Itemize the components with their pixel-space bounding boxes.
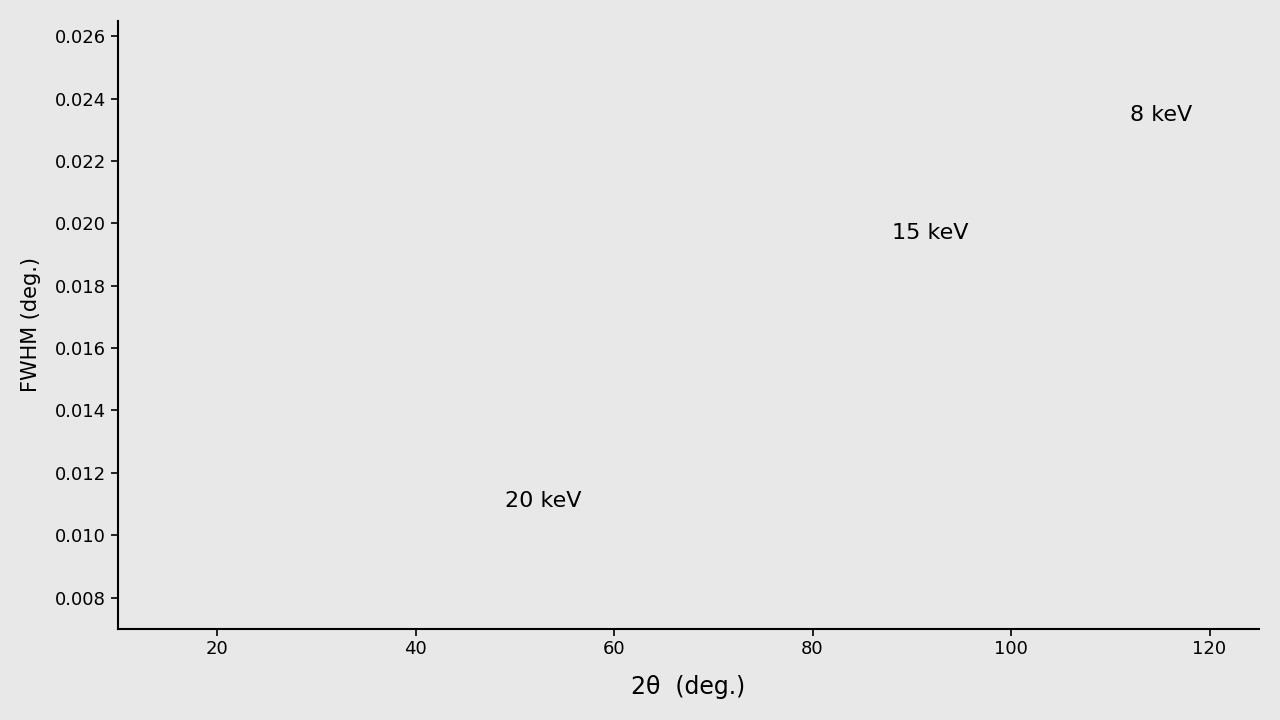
- X-axis label: 2θ  (deg.): 2θ (deg.): [631, 675, 745, 699]
- Text: 20 keV: 20 keV: [504, 491, 581, 511]
- Text: 8 keV: 8 keV: [1130, 104, 1193, 125]
- Text: 15 keV: 15 keV: [892, 223, 969, 243]
- Y-axis label: FWHM (deg.): FWHM (deg.): [20, 257, 41, 392]
